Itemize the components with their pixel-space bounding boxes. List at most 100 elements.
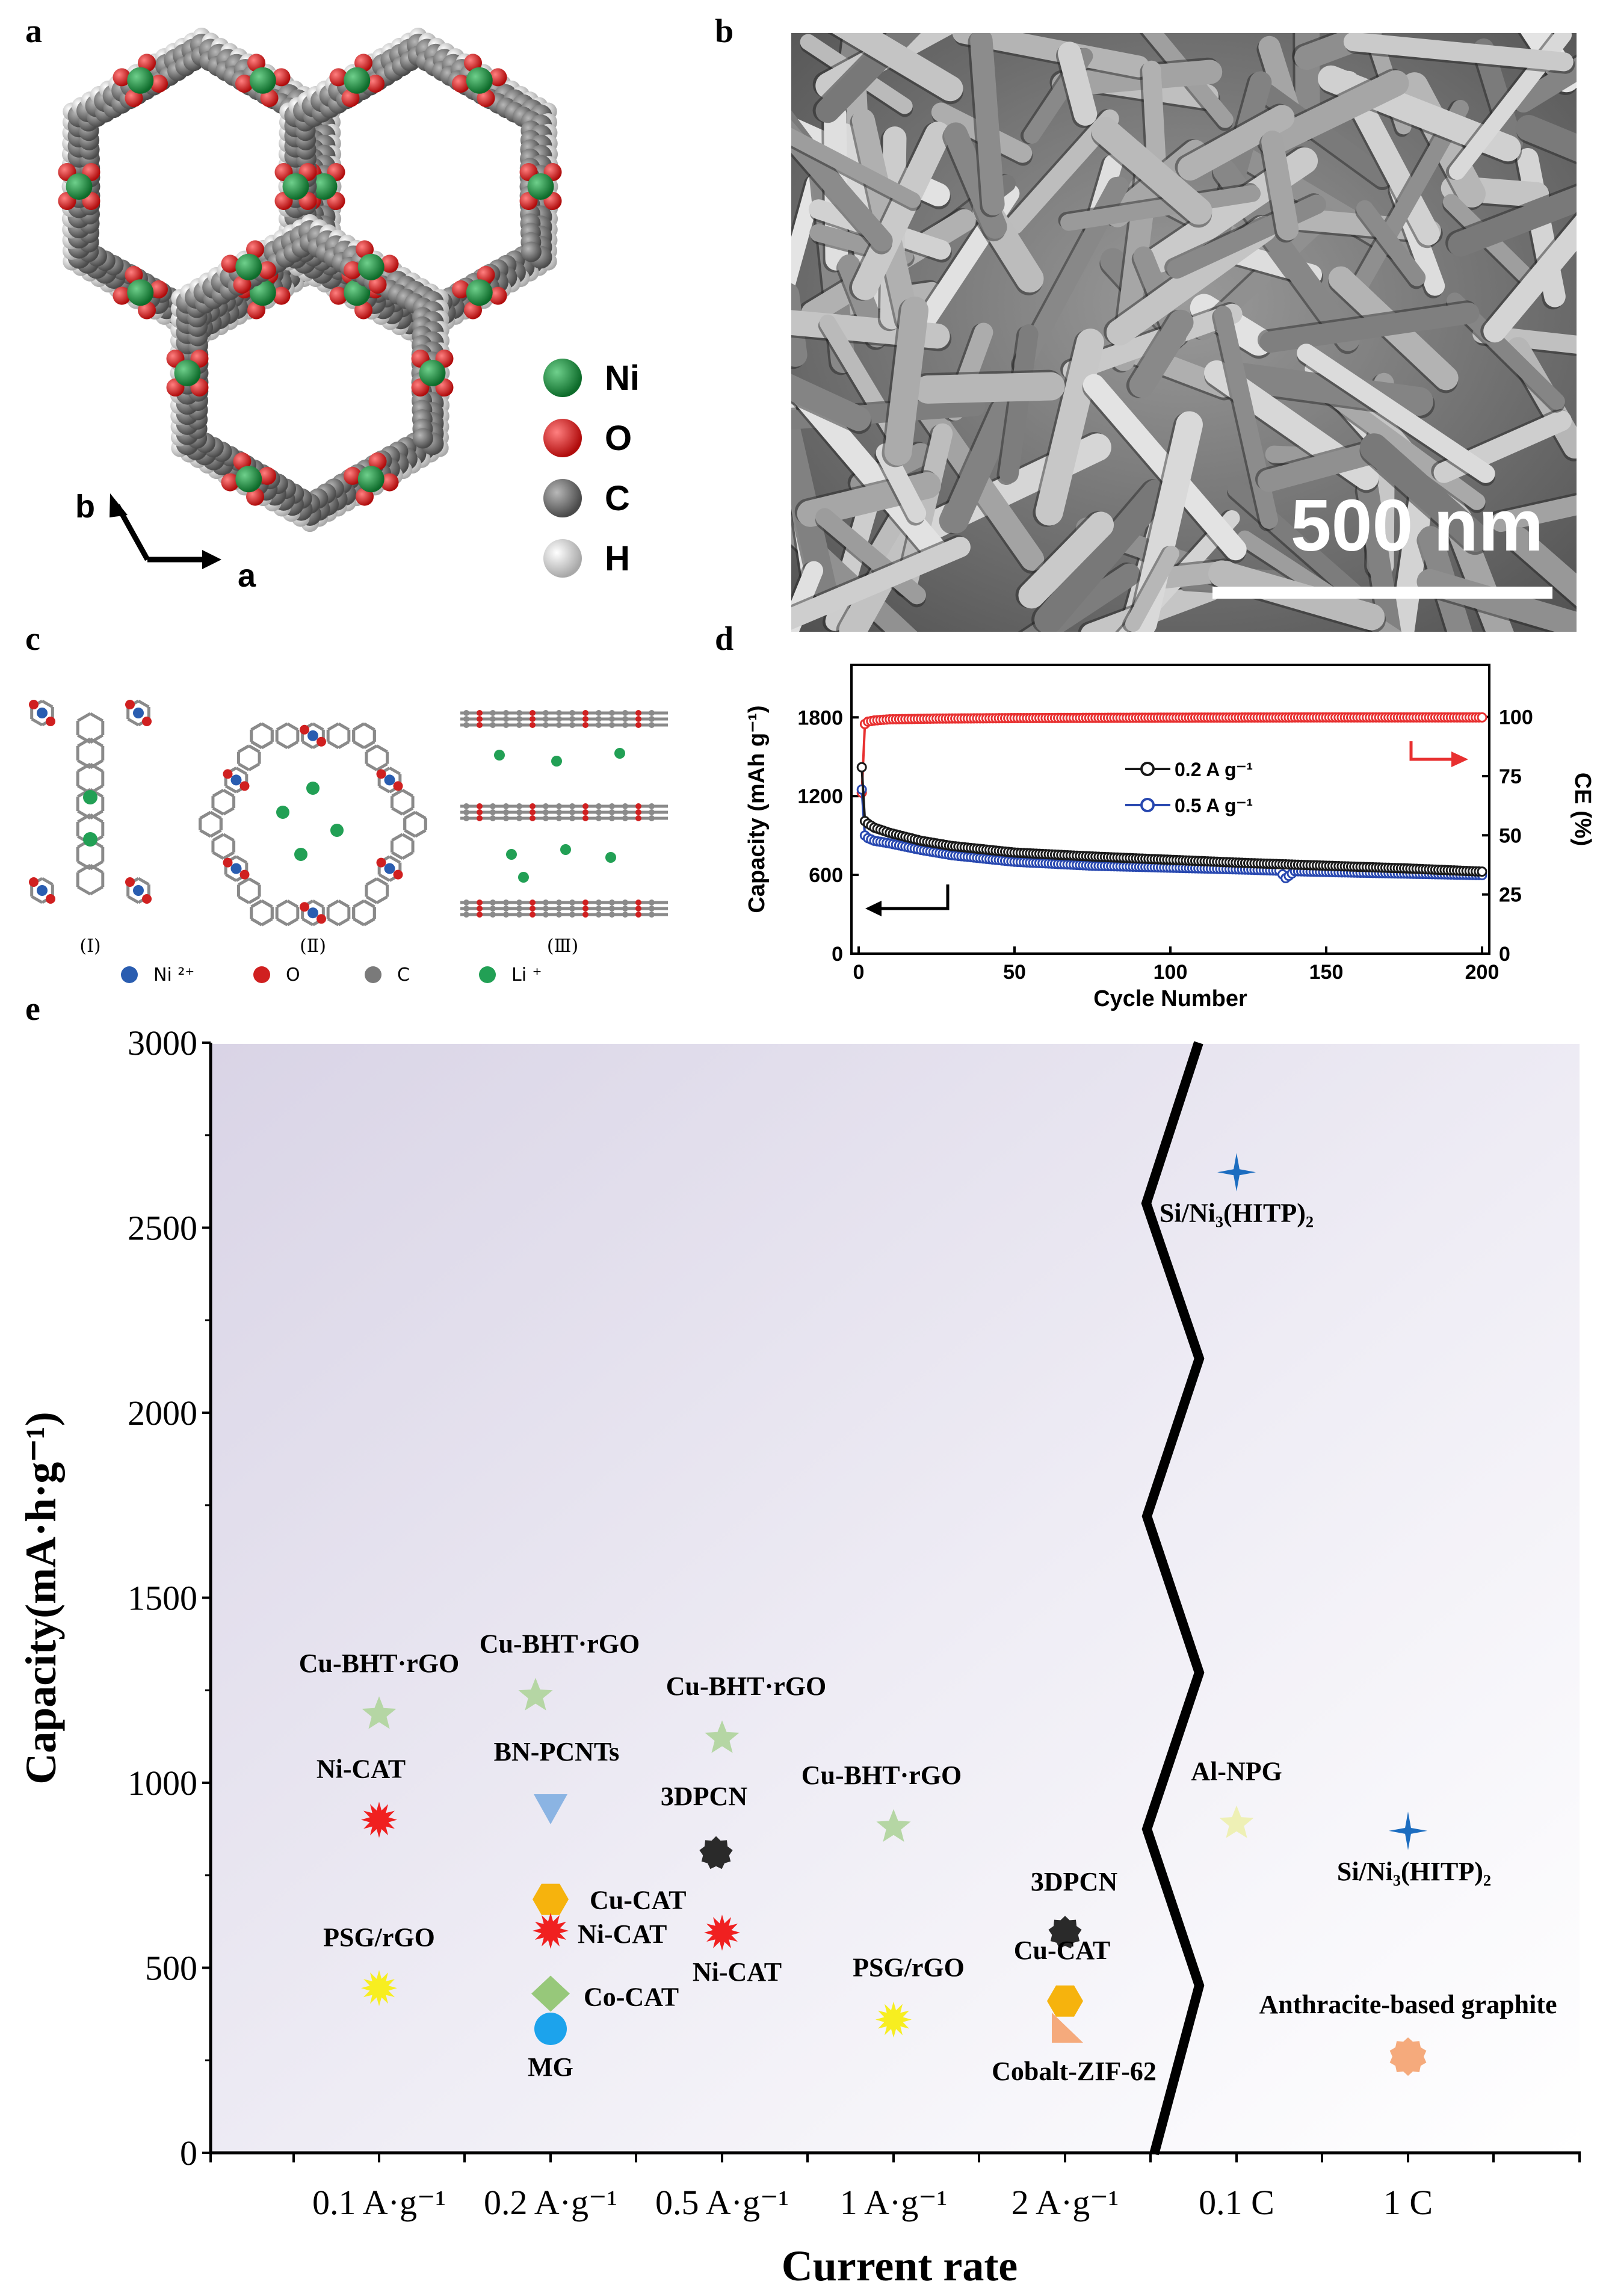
sem-image-panel: 500 nm — [791, 33, 1577, 632]
structure-III — [460, 710, 668, 918]
axis-b-label: b — [75, 489, 95, 525]
ni-atom — [527, 173, 554, 200]
marker-sparkle — [1389, 1811, 1427, 1850]
x-axis-title: Current rate — [782, 2242, 1018, 2290]
legend-c-label: C — [397, 964, 410, 986]
x-tick-label: 2 A·g⁻¹ — [1012, 2183, 1119, 2222]
lithiation-structures-panel: (Ⅰ) (Ⅱ) (Ⅲ) Ni ²⁺ O C Li ⁺ — [29, 699, 668, 986]
nanorod — [1473, 38, 1524, 153]
marker-star — [705, 1720, 740, 1753]
nanorod — [1359, 433, 1490, 552]
y-tick-label: 0 — [180, 2134, 197, 2173]
x-tick-label: 0 — [853, 961, 865, 984]
nanorod — [1447, 292, 1565, 410]
nanorod — [1483, 163, 1577, 343]
x-tick-label: 0.2 A·g⁻¹ — [484, 2183, 617, 2222]
ni-atom — [235, 253, 262, 280]
nanorod — [791, 364, 871, 431]
nanorod — [1472, 325, 1577, 357]
legend-series-1: 0.5 A g⁻¹ — [1175, 795, 1253, 816]
legend-series-0: 0.2 A g⁻¹ — [1175, 759, 1253, 780]
ni-atom — [249, 67, 276, 94]
x-axis-title: Cycle Number — [1093, 986, 1247, 1011]
marker-scallop — [1389, 2037, 1427, 2076]
nanorod — [1005, 109, 1119, 235]
axis-a-label: a — [238, 558, 256, 594]
x-tick-label: 50 — [1003, 961, 1026, 984]
ni-atom — [466, 279, 493, 306]
y-tick-label: 1200 — [797, 785, 843, 808]
sem-nanorods — [791, 33, 1577, 632]
point-label: Si/Ni₃(HITP)₂ — [1160, 1198, 1314, 1227]
point-label: BN-PCNTs — [494, 1737, 620, 1767]
data-points: Cu-BHT·rGO Ni-CAT PSG/rGO Cu-BHT·rGO BN-PCNT… — [299, 1153, 1557, 2086]
ni-atom — [466, 67, 493, 94]
nanorod — [884, 296, 929, 466]
nanorod — [1513, 53, 1577, 113]
point-label: PSG/rGO — [853, 1953, 965, 1983]
nanorod — [1259, 70, 1409, 156]
nanorod — [1448, 173, 1577, 257]
legend-o-label: O — [605, 419, 632, 458]
data-series — [856, 712, 1487, 884]
y2-axis-title: CE (%) — [1570, 773, 1595, 846]
nanorod — [1259, 302, 1480, 353]
x-tick-label: 0.1 C — [1199, 2183, 1274, 2222]
element-legend: Ni O C H — [543, 359, 640, 578]
structure-I-label: (Ⅰ) — [79, 936, 100, 957]
point-label: Cu-CAT — [590, 1886, 687, 1915]
y-tick-label: 1800 — [797, 706, 843, 729]
marker-star — [518, 1677, 553, 1711]
point-label: Ni-CAT — [578, 1919, 667, 1949]
marker-hexagon — [1047, 1985, 1083, 2017]
y2-tick-label: 25 — [1499, 884, 1522, 907]
nanorod — [791, 536, 971, 632]
y2-tick-label: 75 — [1499, 765, 1522, 788]
nanorod — [1356, 200, 1426, 286]
point-label: Al-NPG — [1191, 1757, 1282, 1786]
marker-star — [1219, 1805, 1254, 1838]
framework-rings — [58, 28, 562, 532]
ni-atom — [357, 253, 385, 280]
legend: 0.2 A g⁻¹ 0.5 A g⁻¹ — [1125, 759, 1253, 816]
ni-atom — [235, 466, 262, 493]
legend-h-label: H — [605, 539, 630, 578]
ni-atom — [127, 67, 154, 94]
point-label: PSG/rGO — [323, 1922, 435, 1952]
nanorod — [1515, 114, 1577, 164]
nanorod — [999, 324, 1039, 484]
y-axis-title: Capacity (mAh g⁻¹) — [744, 705, 770, 913]
nanorod — [1418, 526, 1484, 632]
nanorod — [815, 33, 977, 123]
left-axis-arrow — [879, 884, 950, 910]
nanorod — [1060, 185, 1261, 231]
nanorod — [1034, 479, 1172, 632]
scale-bar — [1212, 587, 1552, 599]
point-label: Ni-CAT — [693, 1957, 782, 1987]
panel-label-d: d — [715, 620, 734, 658]
x-tick-label: 100 — [1154, 961, 1188, 984]
marker-burst — [361, 1970, 397, 2007]
marker-circle — [534, 2012, 567, 2045]
point-label: Cu-BHT·rGO — [666, 1671, 826, 1701]
marker-diamond — [531, 1975, 570, 2012]
series-point — [856, 762, 867, 773]
nanorod — [1257, 439, 1393, 492]
y-tick-label: 0 — [832, 943, 843, 966]
framework-structure-panel: b a Ni O C H — [58, 28, 640, 594]
y-tick-label: 2500 — [128, 1209, 197, 1248]
y-tick-label: 1000 — [128, 1764, 197, 1803]
nanorod — [1348, 99, 1469, 301]
structure-I — [29, 699, 152, 904]
y-tick-label: 500 — [145, 1949, 197, 1988]
point-label: MG — [528, 2052, 573, 2082]
structure-II — [199, 722, 427, 927]
point-label: Cobalt-ZIF-62 — [992, 2057, 1157, 2086]
ni-atom — [282, 173, 309, 200]
x-tick-label: 0.5 A·g⁻¹ — [655, 2183, 789, 2222]
nanorod — [1279, 207, 1442, 242]
structure-III-label: (Ⅲ) — [547, 936, 578, 957]
